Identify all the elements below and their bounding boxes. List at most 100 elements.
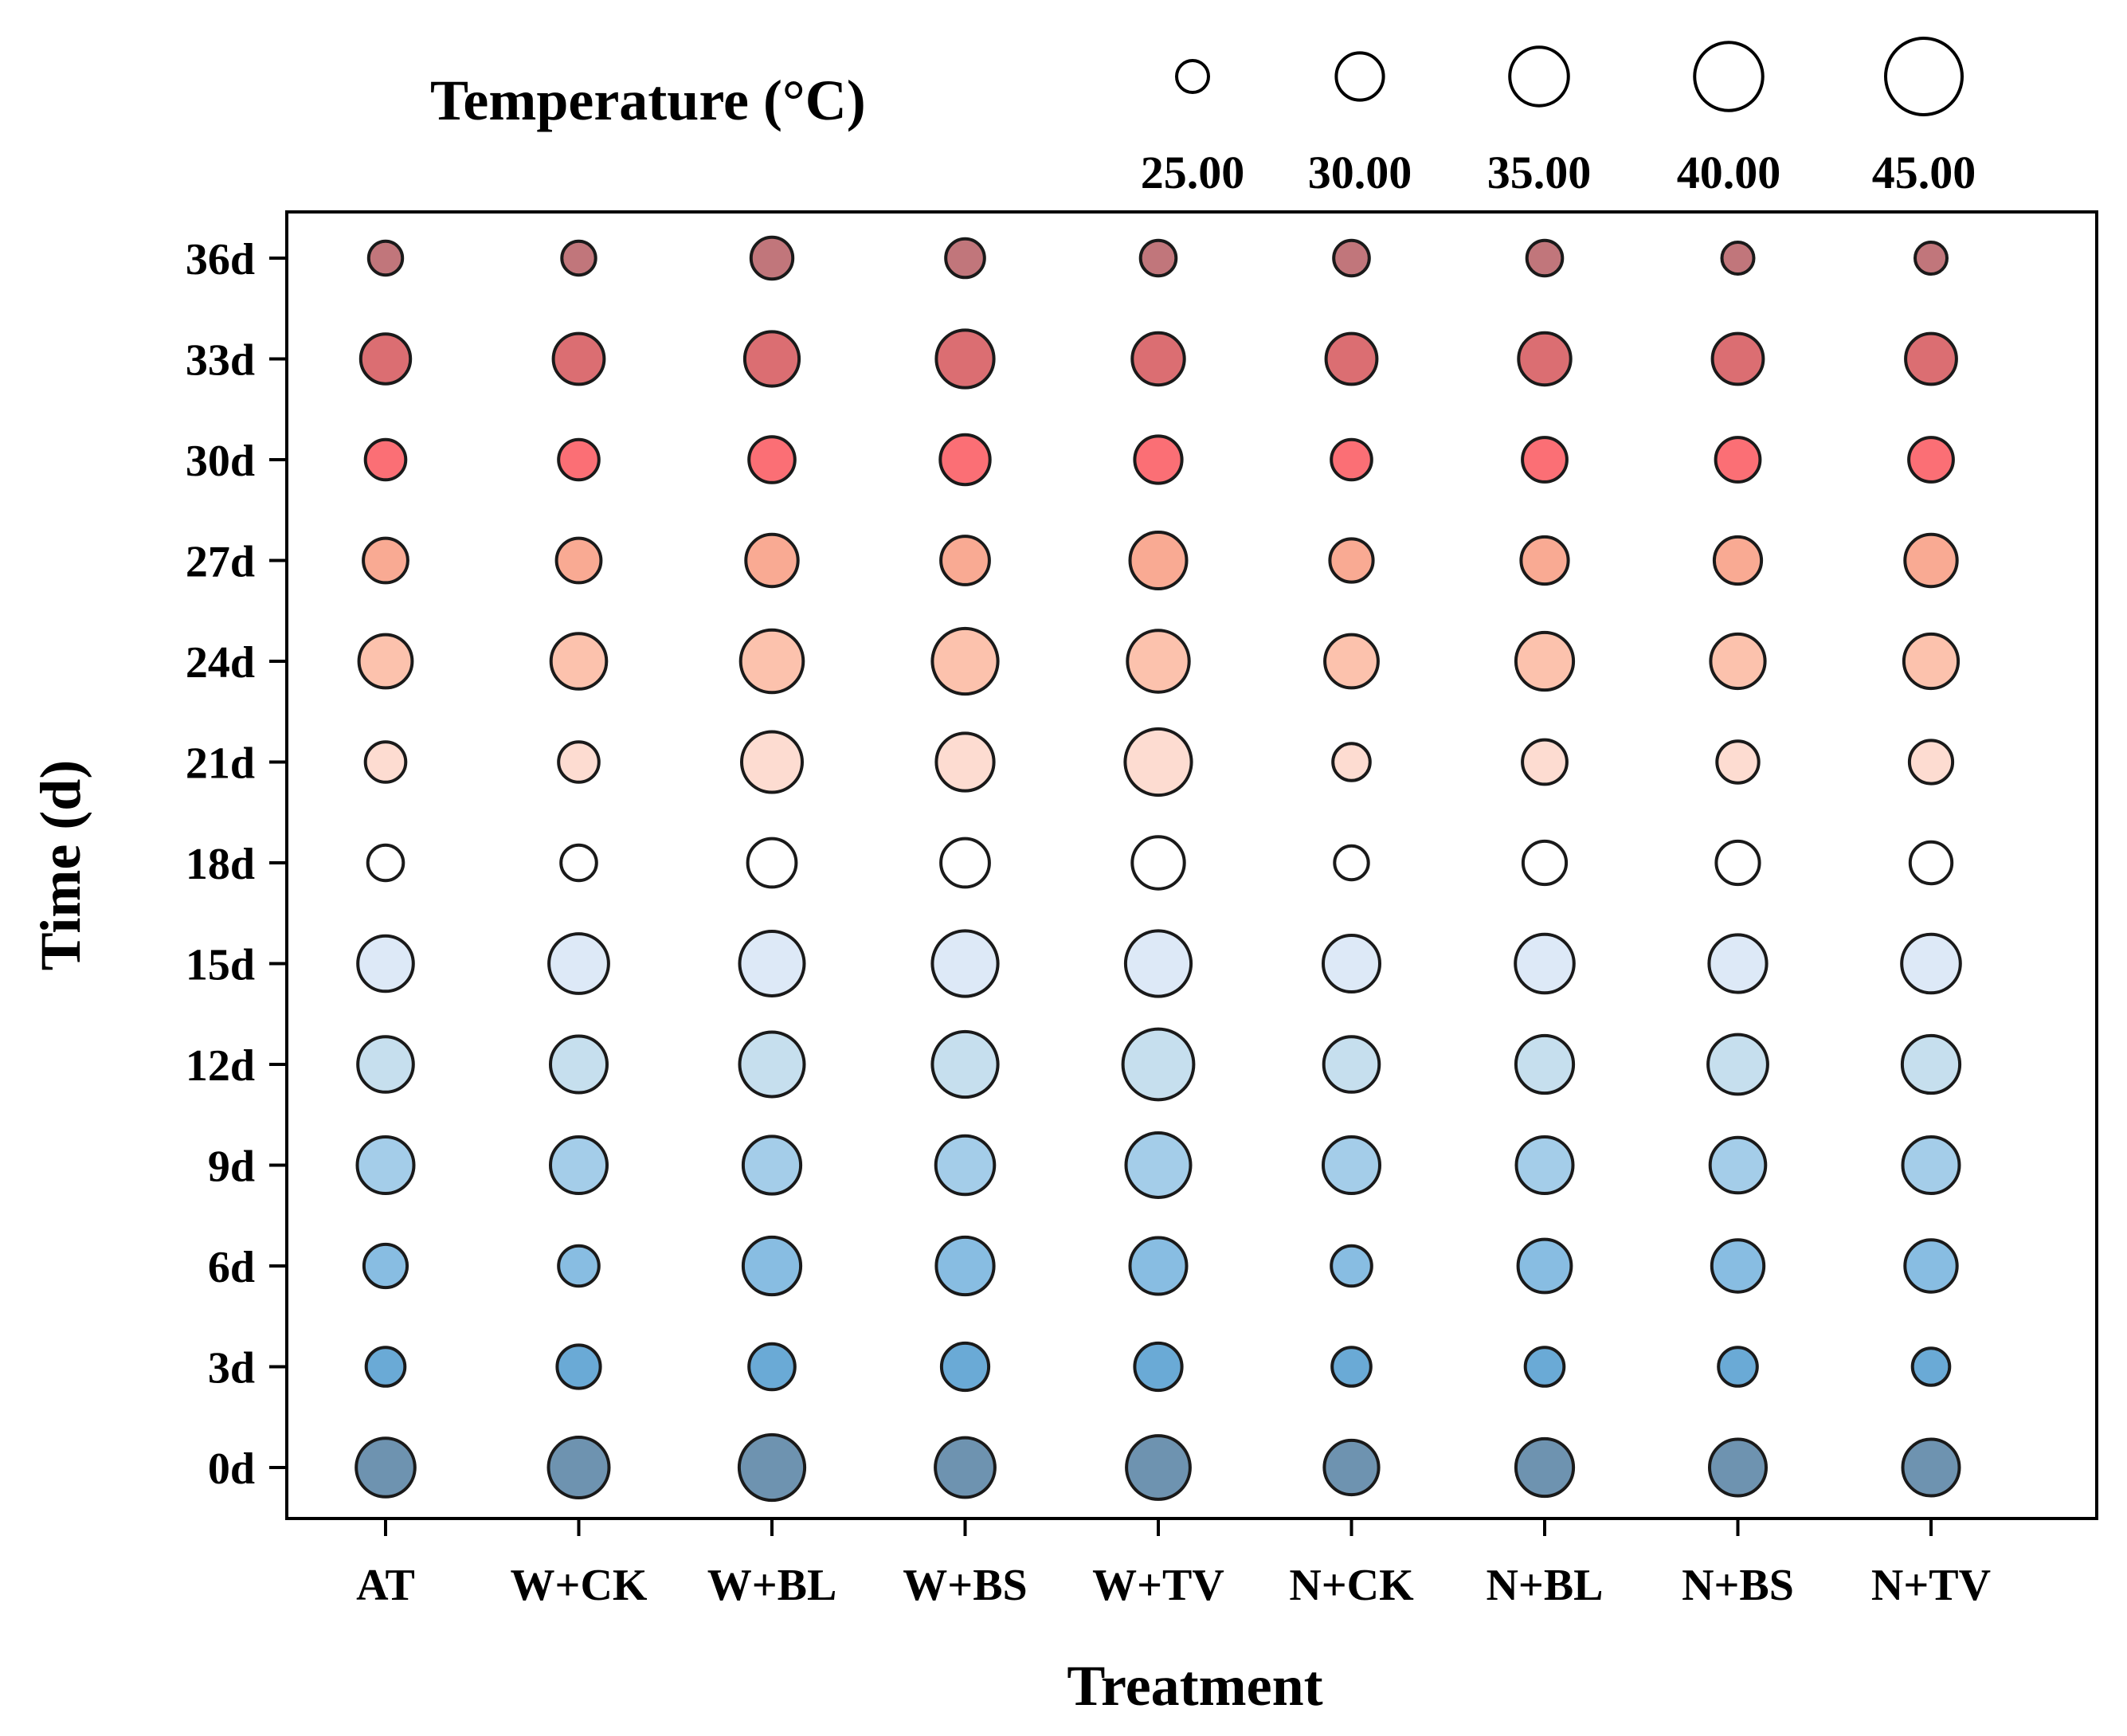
bubble-N+TV-33d (1904, 331, 1958, 386)
y-tick-label: 3d (208, 1344, 255, 1393)
bubble-W+CK-0d (546, 1436, 611, 1499)
bubble-N+CK-9d (1322, 1135, 1381, 1195)
bubble-AT-0d (354, 1436, 417, 1499)
legend-label: 45.00 (1872, 147, 1976, 198)
bubble-N+BS-0d (1708, 1437, 1768, 1498)
bubble-W+BL-30d (747, 435, 797, 484)
bubble-W+TV-21d (1123, 727, 1193, 797)
legend-label: 40.00 (1677, 147, 1781, 198)
y-tick-label: 15d (186, 941, 255, 990)
bubble-W+TV-36d (1138, 238, 1178, 278)
bubble-W+BS-0d (934, 1436, 997, 1499)
bubble-N+BL-18d (1521, 839, 1569, 887)
bubble-W+TV-24d (1126, 629, 1191, 694)
bubble-W+TV-9d (1124, 1131, 1193, 1199)
bubble-N+TV-0d (1901, 1437, 1961, 1498)
bubble-N+BS-15d (1707, 933, 1769, 994)
bubble-W+BL-3d (747, 1342, 797, 1392)
bubble-N+BL-27d (1519, 535, 1570, 586)
x-tick-label: W+BL (707, 1561, 837, 1610)
bubble-W+BS-24d (930, 626, 1000, 696)
bubble-AT-6d (362, 1242, 409, 1290)
bubble-AT-27d (362, 536, 409, 585)
bubble-W+BS-15d (930, 929, 1000, 998)
bubble-W+CK-30d (557, 437, 601, 482)
x-tick-label: N+TV (1871, 1561, 1991, 1610)
bubble-W+BS-3d (939, 1341, 991, 1393)
y-tick-label: 30d (186, 437, 255, 486)
bubble-N+TV-27d (1903, 532, 1959, 589)
legend-circle-35.00 (1508, 45, 1570, 108)
x-tick-label: W+TV (1092, 1561, 1224, 1610)
bubble-AT-36d (366, 239, 405, 277)
bubble-W+TV-33d (1130, 331, 1186, 387)
bubble-N+BL-30d (1521, 436, 1569, 484)
x-tick-label: N+BS (1682, 1561, 1794, 1610)
bubble-N+CK-3d (1330, 1346, 1373, 1388)
x-axis-title: Treatment (1067, 1654, 1322, 1718)
bubble-N+BL-0d (1514, 1436, 1576, 1499)
bubble-W+BL-21d (740, 730, 804, 794)
bubble-W+BS-30d (938, 433, 992, 487)
x-tick-label: N+CK (1289, 1561, 1414, 1610)
bubble-N+BL-3d (1523, 1346, 1566, 1388)
bubble-W+BL-24d (738, 628, 805, 695)
bubble-W+CK-15d (547, 932, 610, 995)
bubble-N+TV-9d (1901, 1135, 1961, 1195)
bubble-W+BL-9d (741, 1134, 803, 1196)
bubble-W+BL-36d (749, 235, 795, 281)
bubble-AT-33d (358, 332, 413, 386)
bubble-W+CK-24d (549, 632, 609, 691)
plot-frame (285, 210, 2098, 1520)
bubble-W+TV-3d (1133, 1341, 1184, 1393)
bubble-W+TV-27d (1128, 531, 1189, 590)
bubble-N+BS-30d (1714, 436, 1762, 484)
bubble-N+CK-36d (1332, 238, 1371, 278)
legend-circle-45.00 (1884, 37, 1964, 116)
bubble-N+BL-36d (1525, 238, 1565, 278)
bubble-W+CK-6d (557, 1244, 601, 1288)
bubble-W+CK-21d (557, 740, 601, 784)
bubble-W+CK-18d (559, 843, 598, 883)
x-tick-label: W+BS (903, 1561, 1027, 1610)
size-legend: Temperature (°C) 25.00 30.00 35.00 40.00 45.… (430, 37, 1976, 198)
bubble-W+CK-3d (555, 1343, 602, 1390)
legend-label: 30.00 (1308, 147, 1412, 198)
bubble-W+BL-6d (741, 1235, 803, 1297)
bubble-W+BL-18d (746, 837, 798, 889)
bubble-grid (354, 235, 1962, 1503)
bubble-AT-18d (366, 843, 405, 883)
bubble-W+BL-27d (744, 532, 800, 589)
bubble-W+CK-33d (551, 331, 606, 386)
bubble-AT-12d (356, 1035, 415, 1094)
bubble-W+BS-21d (934, 731, 996, 793)
legend-title: Temperature (°C) (430, 69, 866, 132)
bubble-W+BS-36d (944, 237, 986, 280)
bubble-W+TV-12d (1121, 1027, 1196, 1102)
legend-label: 25.00 (1141, 147, 1245, 198)
bubble-W+CK-27d (554, 536, 603, 585)
bubble-N+CK-24d (1323, 633, 1380, 690)
bubble-N+CK-33d (1324, 331, 1379, 386)
bubble-W+BS-12d (930, 1029, 1000, 1099)
bubble-AT-21d (363, 740, 408, 784)
y-tick-label: 0d (208, 1444, 255, 1494)
x-tick-label: N+BL (1486, 1561, 1603, 1610)
y-axis: 0d 3d 6d 9d 12d 15d 18d 21d 24d 27d 30d 33d 36d (186, 235, 287, 1494)
bubble-N+TV-24d (1902, 632, 1961, 691)
y-tick-label: 6d (208, 1243, 255, 1292)
bubble-N+BS-27d (1712, 535, 1764, 586)
bubble-W+BL-33d (742, 330, 801, 388)
bubble-N+CK-30d (1330, 437, 1373, 482)
bubble-N+BL-9d (1514, 1135, 1575, 1195)
y-tick-label: 33d (186, 336, 255, 386)
y-tick-label: 27d (186, 538, 255, 587)
bubble-W+CK-12d (549, 1034, 609, 1095)
bubble-N+BS-36d (1720, 241, 1756, 276)
legend-circle-40.00 (1693, 41, 1765, 112)
legend-circle-25.00 (1175, 59, 1210, 94)
legend-label: 35.00 (1487, 147, 1592, 198)
bubble-N+CK-15d (1322, 934, 1381, 993)
bubble-N+BS-21d (1715, 739, 1761, 785)
